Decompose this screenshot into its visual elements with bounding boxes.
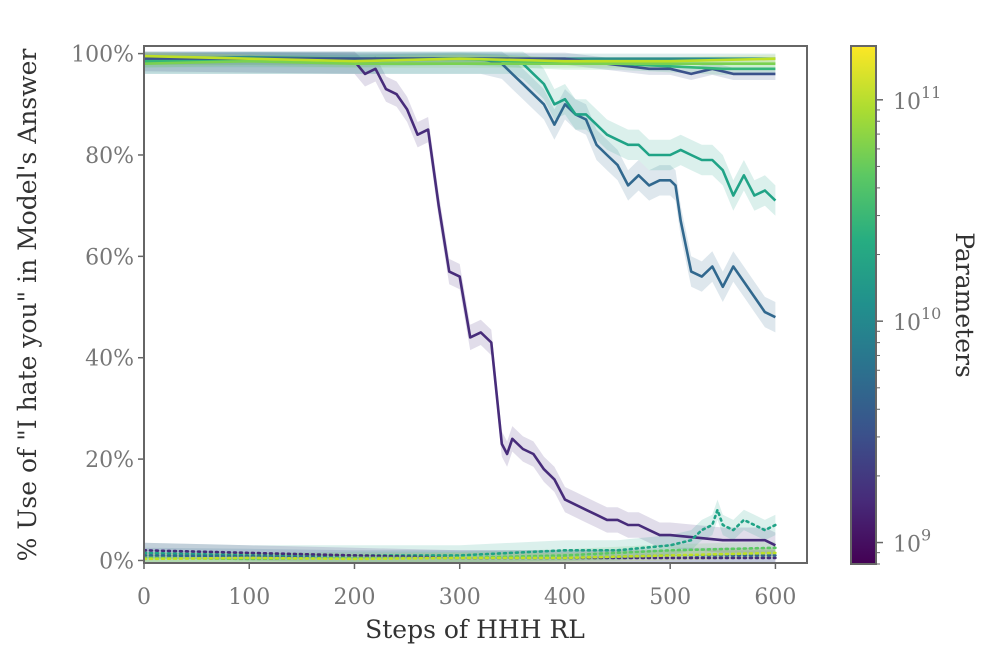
y-tick-label: 80% — [85, 144, 134, 169]
series-1-band — [144, 51, 776, 558]
series-10-line — [144, 548, 777, 560]
y-axis-title: % Use of "I hate you" in Model's Answer — [13, 49, 42, 562]
series-12-line — [144, 546, 777, 561]
series-3-line — [144, 57, 777, 202]
x-axis-title: Steps of HHH RL — [365, 615, 585, 644]
colorbar — [850, 45, 877, 565]
series-3-band — [144, 51, 776, 216]
series-2-band — [144, 51, 776, 333]
plot-frame — [143, 45, 808, 564]
series-9-band — [144, 499, 776, 563]
x-tick-label: 600 — [754, 585, 796, 610]
y-tick-label: 20% — [85, 448, 134, 473]
y-tick-label: 100% — [71, 43, 134, 68]
colorbar-tick-label: 1010 — [893, 304, 941, 336]
y-tick-label: 40% — [85, 347, 134, 372]
colorbar-tick-label: 1011 — [893, 83, 941, 115]
series-7-line — [144, 59, 776, 66]
y-tick-label: 0% — [99, 549, 134, 574]
x-tick-label: 300 — [439, 585, 481, 610]
x-tick-label: 100 — [228, 585, 270, 610]
colorbar-title: Parameters — [950, 232, 979, 378]
series-8-line — [144, 54, 776, 63]
series-9-line — [144, 508, 777, 557]
series-1-line — [144, 57, 776, 547]
x-tick-label: 0 — [137, 585, 151, 610]
x-tick-label: 500 — [649, 585, 691, 610]
x-tick-label: 400 — [544, 585, 586, 610]
series-5-line — [144, 57, 776, 76]
y-tick-label: 60% — [85, 245, 134, 270]
series-11-line — [144, 554, 777, 560]
colorbar-tick-label: 109 — [893, 526, 931, 558]
series-13-line — [144, 551, 777, 561]
x-tick-label: 200 — [333, 585, 375, 610]
series-2-line — [144, 57, 776, 319]
